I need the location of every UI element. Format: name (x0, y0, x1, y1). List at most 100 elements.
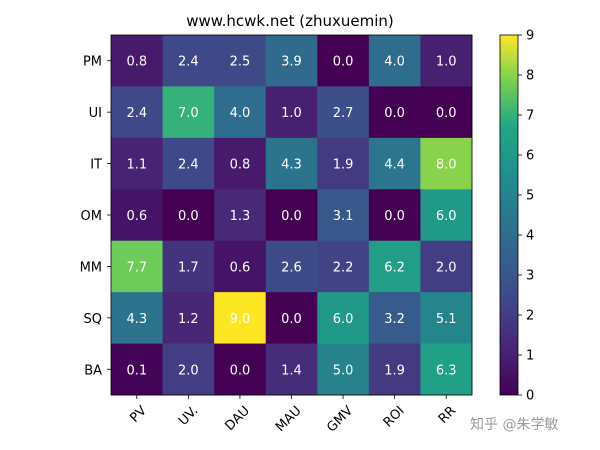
heatmap-cell-MM-UV. (162, 240, 215, 293)
cell-value-label: 3.1 (333, 209, 354, 224)
cell-value-label: 2.4 (178, 158, 199, 173)
cell-value-label: 1.9 (384, 363, 405, 378)
heatmap-cell-UI-UV. (162, 86, 215, 139)
x-tick-label: MAU (273, 403, 305, 435)
y-tick-label: PM (83, 55, 102, 70)
cell-value-label: 6.0 (333, 312, 354, 327)
cell-value-label: 4.0 (230, 106, 251, 121)
cell-value-label: 3.2 (384, 312, 405, 327)
cell-value-label: 0.0 (384, 209, 405, 224)
y-tick-label: BA (84, 363, 102, 378)
x-tick-label: DAU (222, 403, 253, 434)
cell-value-label: 9.0 (230, 312, 251, 327)
heatmap-cell-UI-ROI (368, 86, 421, 139)
y-axis-ticks: PM UI IT OM MM SQ BA (80, 55, 111, 378)
cell-value-label: 1.0 (436, 55, 457, 70)
cell-value-label: 2.5 (230, 55, 251, 70)
cell-value-label: 0.1 (126, 363, 147, 378)
x-tick-label: RR (436, 403, 459, 426)
cell-value-label: 0.0 (281, 312, 302, 327)
cell-value-label: 2.4 (178, 55, 199, 70)
colorbar-gradient (500, 35, 518, 395)
colorbar-tick-label: 3 (526, 269, 534, 284)
colorbar-tick-label: 5 (526, 189, 534, 204)
cell-value-label: 1.2 (178, 312, 199, 327)
heatmap-cell-UI-RR (420, 86, 473, 139)
watermark-text: 知乎 @朱学敏 (470, 417, 559, 433)
cell-value-label: 0.8 (126, 55, 147, 70)
cell-value-label: 4.3 (281, 158, 302, 173)
heatmap-cell-BA-UV. (162, 343, 215, 396)
x-axis-ticks: PV UV. DAU MAU GMV ROI RR (127, 395, 459, 435)
heatmap-cell-SQ-PV (111, 292, 163, 344)
heatmap-cell-OM-MAU (265, 189, 318, 242)
cell-value-label: 1.4 (281, 363, 302, 378)
heatmap-cell-MM-DAU (214, 240, 267, 293)
cell-value-label: 6.3 (436, 363, 457, 378)
colorbar-tick-label: 0 (526, 389, 534, 404)
cell-value-label: 7.7 (126, 260, 147, 275)
heatmap-cell-PM-GMV (317, 35, 370, 87)
cell-value-label: 1.9 (333, 158, 354, 173)
heatmap-cell-SQ-UV. (162, 292, 215, 344)
x-tick-label: UV. (176, 403, 201, 428)
colorbar-frame (499, 34, 519, 396)
heatmap-cell-PM-MAU (265, 35, 318, 87)
cell-value-label: 0.0 (436, 106, 457, 121)
heatmap-cell-MM-MAU (265, 240, 318, 293)
cell-value-label: 1.7 (178, 260, 199, 275)
heatmap-cell-PM-RR (420, 35, 473, 87)
cell-value-label: 2.4 (126, 106, 147, 121)
heatmap-cell-PM-UV. (162, 35, 215, 87)
cell-value-label: 8.0 (436, 158, 457, 173)
chart-title: www.hcwk.net (zhuxuemin) (186, 12, 394, 30)
heatmap-cell-IT-DAU (214, 137, 267, 190)
heatmap-cell-BA-PV (111, 343, 163, 396)
heatmap-cell-labels: 0.8 2.4 2.5 3.9 0.0 4.0 1.0 2.4 7.0 4.0 1.0 2.7 0.0 0… (126, 55, 456, 379)
y-tick-label: UI (89, 106, 102, 121)
colorbar-tick-label: 6 (526, 149, 534, 164)
heatmap-cell-MM-ROI (368, 240, 421, 293)
cell-value-label: 2.7 (333, 106, 354, 121)
colorbar-ticks: 0 1 2 3 4 5 6 7 8 9 (518, 29, 534, 404)
colorbar-tick-label: 1 (526, 349, 534, 364)
heatmap-cell-BA-RR (420, 343, 473, 396)
heatmap-cell-PM-DAU (214, 35, 267, 87)
cell-value-label: 3.9 (281, 55, 302, 70)
heatmap-cell-OM-GMV (317, 189, 370, 242)
cell-value-label: 6.0 (436, 209, 457, 224)
heatmap-cell-SQ-ROI (368, 292, 421, 344)
heatmap-cell-IT-GMV (317, 137, 370, 190)
cell-value-label: 0.6 (126, 209, 147, 224)
heatmap-cell-BA-ROI (368, 343, 421, 396)
heatmap-cell-OM-DAU (214, 189, 267, 242)
colorbar-tick-label: 9 (526, 29, 534, 44)
heatmap-cell-PM-PV (111, 35, 163, 87)
cell-value-label: 2.6 (281, 260, 302, 275)
heatmap-cell-OM-RR (420, 189, 473, 242)
heatmap-cell-MM-GMV (317, 240, 370, 293)
y-tick-label: OM (81, 209, 102, 224)
heatmap-cell-IT-RR (420, 137, 473, 190)
heatmap-cell-SQ-RR (420, 292, 473, 344)
heatmap-cell-UI-GMV (317, 86, 370, 139)
colorbar-tick-label: 7 (526, 109, 534, 124)
heatmap-cell-IT-PV (111, 137, 163, 190)
cell-value-label: 1.0 (281, 106, 302, 121)
x-tick-label: GMV (324, 403, 356, 435)
heatmap-cell-UI-DAU (214, 86, 267, 139)
cell-value-label: 1.3 (230, 209, 251, 224)
cell-value-label: 0.0 (384, 106, 405, 121)
x-tick-label: PV (127, 403, 150, 426)
cell-value-label: 0.6 (230, 260, 251, 275)
heatmap-cell-OM-UV. (162, 189, 215, 242)
cell-value-label: 7.0 (178, 106, 199, 121)
heatmap-cell-IT-ROI (368, 137, 421, 190)
heatmap-cell-IT-UV. (162, 137, 215, 190)
heatmap-cell-IT-MAU (265, 137, 318, 190)
colorbar: 0 1 2 3 4 5 6 7 8 9 (499, 29, 534, 404)
heatmap-cell-SQ-GMV (317, 292, 370, 344)
cell-value-label: 4.4 (384, 158, 405, 173)
cell-value-label: 2.2 (333, 260, 354, 275)
